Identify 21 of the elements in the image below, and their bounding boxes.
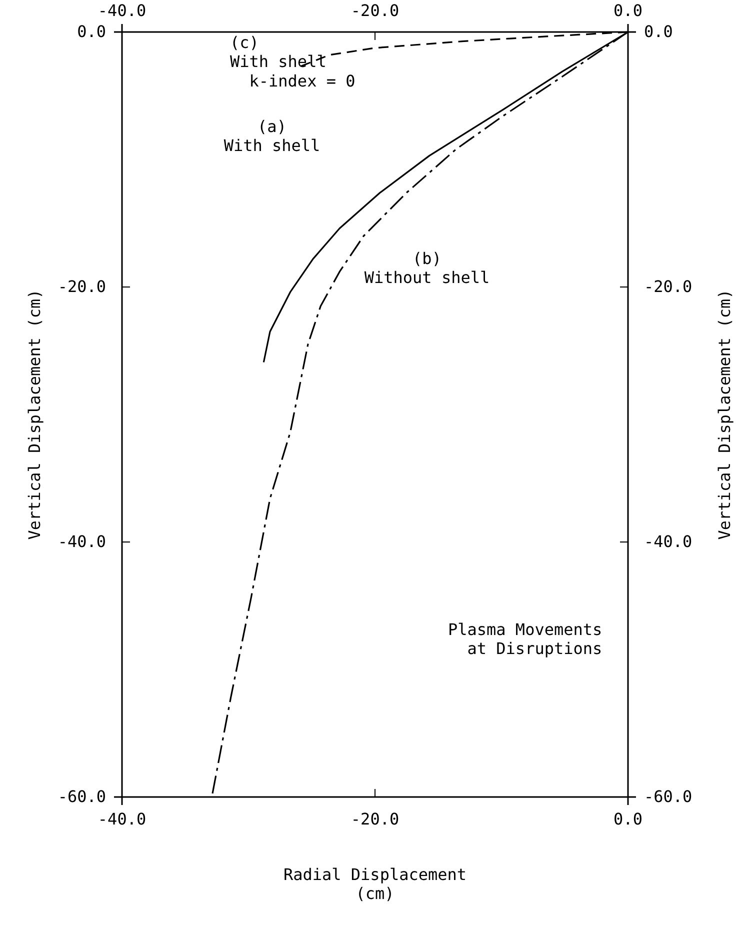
x-tick-label: 0.0 <box>614 1 642 20</box>
annotation: (c) With shell k-index = 0 <box>230 33 356 90</box>
x-tick-label: -40.0 <box>98 1 146 20</box>
x2-tick-label: -20.0 <box>350 809 400 828</box>
y-tick-label: -60.0 <box>58 787 106 806</box>
y2-tick-label: -40.0 <box>644 532 692 552</box>
y2-tick-label: -20.0 <box>644 277 692 296</box>
annotation: (a) With shell <box>224 117 320 156</box>
annotation: (b) Without shell <box>364 249 490 288</box>
y-tick-label: -40.0 <box>58 532 106 552</box>
x-axis-title: Radial Displacement (cm) <box>283 865 467 904</box>
annotation: Plasma Movements at Disruptions <box>448 620 602 658</box>
x2-tick-label: 0.0 <box>614 809 642 828</box>
y2-tick-label: 0.0 <box>644 22 673 42</box>
x2-tick-label: -40.0 <box>98 809 146 828</box>
y-tick-label: 0.0 <box>77 22 106 42</box>
y2-tick-label: -60.0 <box>644 787 692 806</box>
y-axis-title: Vertical Displacement (cm) <box>25 289 44 540</box>
x-tick-label: -20.0 <box>350 1 400 20</box>
y-tick-label: -20.0 <box>58 277 106 296</box>
y2-axis-title: Vertical Displacement (cm) <box>715 289 734 540</box>
